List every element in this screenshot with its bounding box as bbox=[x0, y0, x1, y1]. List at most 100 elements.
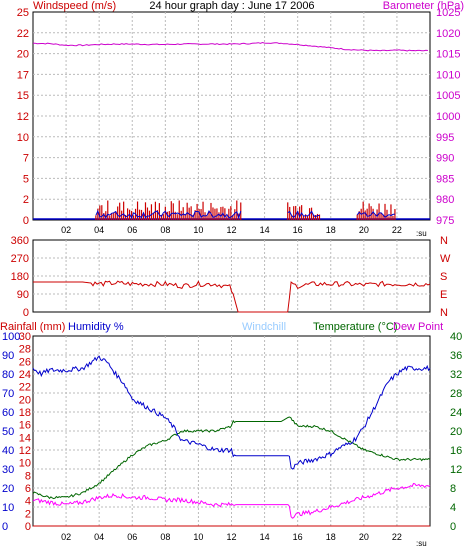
wind-average-line bbox=[287, 210, 320, 219]
y-tick-label: 15 bbox=[17, 90, 29, 102]
y2-tick-label: 1025 bbox=[436, 7, 460, 19]
dewpoint-line bbox=[32, 482, 431, 519]
temperature-tick-label: 24 bbox=[450, 407, 462, 419]
temperature-tick-label: 32 bbox=[450, 369, 462, 381]
x-tick-label: 12 bbox=[226, 532, 236, 542]
barometer-line bbox=[33, 41, 428, 52]
compass-tick-label: S bbox=[440, 271, 447, 283]
y-tick-label: 22 bbox=[17, 28, 29, 40]
x-tick-label: 06 bbox=[127, 532, 137, 542]
temperature-tick-label: 40 bbox=[450, 331, 462, 343]
temperature-label: Temperature (°C) bbox=[313, 321, 397, 333]
humidity-line bbox=[32, 355, 431, 470]
x-tick-label: 12 bbox=[226, 225, 236, 235]
wind-average-line bbox=[356, 211, 395, 218]
barometer-axis-label: Barometer (hPa) bbox=[383, 0, 464, 12]
x-tick-label: 14 bbox=[260, 225, 270, 235]
y-tick-label: 5 bbox=[23, 173, 29, 185]
compass-tick-label: N bbox=[440, 235, 448, 247]
rainfall-label: Rainfall (mm) bbox=[0, 321, 65, 333]
x-tick-label: 18 bbox=[326, 532, 336, 542]
panel-frame bbox=[32, 335, 431, 527]
humidity-tick-label: 0 bbox=[2, 521, 8, 533]
rainfall-tick-label: 20 bbox=[19, 394, 31, 406]
y-tick-label: 90 bbox=[17, 289, 29, 301]
humidity-tick-label: 30 bbox=[2, 464, 14, 476]
x-tick-label: 02 bbox=[61, 532, 71, 542]
rainfall-tick-label: 24 bbox=[19, 369, 31, 381]
series bbox=[33, 280, 431, 313]
temperature-tick-label: 8 bbox=[450, 483, 456, 495]
x-tick-label: 14 bbox=[260, 532, 270, 542]
rainfall-tick-label: 12 bbox=[19, 445, 31, 457]
y2-tick-label: 975 bbox=[436, 215, 454, 227]
rainfall-tick-label: 4 bbox=[25, 496, 31, 508]
x-tick-label: 10 bbox=[193, 532, 203, 542]
y-tick-label: 17 bbox=[17, 69, 29, 81]
humidity-tick-label: 50 bbox=[2, 426, 14, 438]
temperature-tick-label: 4 bbox=[450, 502, 456, 514]
x-tick-label: 04 bbox=[94, 225, 104, 235]
x-tick-label: 08 bbox=[160, 225, 170, 235]
x-tick-label: 22 bbox=[392, 532, 402, 542]
humidity-tick-label: 20 bbox=[2, 483, 14, 495]
temperature-line bbox=[32, 416, 431, 500]
grid bbox=[33, 12, 430, 220]
rainfall-tick-label: 22 bbox=[19, 382, 31, 394]
y-tick-label: 180 bbox=[11, 271, 29, 283]
x-tick-label: 22 bbox=[392, 225, 402, 235]
y2-tick-label: 995 bbox=[436, 132, 454, 144]
y-tick-label: 25 bbox=[17, 7, 29, 19]
y-tick-label: 270 bbox=[11, 253, 29, 265]
humidity-tick-label: 80 bbox=[2, 369, 14, 381]
humidity-tick-label: 90 bbox=[2, 350, 14, 362]
y-tick-label: 12 bbox=[17, 111, 29, 123]
rainfall-tick-label: 14 bbox=[19, 432, 31, 444]
windspeed-axis-label: Windspeed (m/s) bbox=[33, 0, 116, 12]
compass-tick-label: W bbox=[440, 253, 451, 265]
y-tick-label: 2 bbox=[23, 194, 29, 206]
y-tick-label: 7 bbox=[23, 153, 29, 165]
rainfall-tick-label: 0 bbox=[25, 521, 31, 533]
y2-tick-labels: 975 980 985 990 995 1000 1005 1010 1015 1020 1025 bbox=[436, 7, 460, 227]
series bbox=[33, 41, 430, 220]
y2-tick-label: 1010 bbox=[436, 69, 460, 81]
y2-tick-label: 1000 bbox=[436, 111, 460, 123]
temperature-tick-labels: 0 4 8 12 16 20 24 28 32 36 40 bbox=[450, 331, 462, 533]
x-unit-label: :su bbox=[416, 229, 427, 238]
temperature-tick-label: 36 bbox=[450, 350, 462, 362]
x-tick-label: 16 bbox=[293, 225, 303, 235]
humidity-label: Humidity % bbox=[68, 321, 124, 333]
rainfall-tick-label: 30 bbox=[19, 331, 31, 343]
x-tick-labels: 02 04 06 08 10 12 14 16 18 20 22 bbox=[61, 225, 402, 235]
compass-tick-label: E bbox=[440, 289, 447, 301]
rainfall-tick-label: 2 bbox=[25, 508, 31, 520]
x-tick-labels: 02 04 06 08 10 12 14 16 18 20 22 bbox=[61, 532, 402, 542]
x-unit-label: :su bbox=[416, 539, 427, 548]
humidity-tick-label: 100 bbox=[2, 331, 20, 343]
rainfall-tick-label: 16 bbox=[19, 420, 31, 432]
rainfall-tick-label: 18 bbox=[19, 407, 31, 419]
y-tick-label: 20 bbox=[17, 49, 29, 61]
y2-tick-label: 990 bbox=[436, 153, 454, 165]
y-tick-label: 360 bbox=[11, 235, 29, 247]
y2-tick-label: 1005 bbox=[436, 90, 460, 102]
y2-tick-label: 980 bbox=[436, 194, 454, 206]
rainfall-tick-label: 8 bbox=[25, 470, 31, 482]
x-tick-label: 18 bbox=[326, 225, 336, 235]
x-tick-label: 16 bbox=[293, 532, 303, 542]
rainfall-tick-label: 10 bbox=[19, 458, 31, 470]
y-tick-labels: 0 90 180 270 360 bbox=[11, 235, 29, 319]
compass-tick-label: N bbox=[440, 307, 448, 319]
x-tick-label: 06 bbox=[127, 225, 137, 235]
humidity-tick-label: 40 bbox=[2, 445, 14, 457]
series bbox=[32, 355, 431, 527]
temperature-tick-label: 12 bbox=[450, 464, 462, 476]
temperature-tick-label: 0 bbox=[450, 521, 456, 533]
humidity-tick-labels: 0 10 20 30 40 50 60 70 80 90 100 bbox=[2, 331, 20, 533]
